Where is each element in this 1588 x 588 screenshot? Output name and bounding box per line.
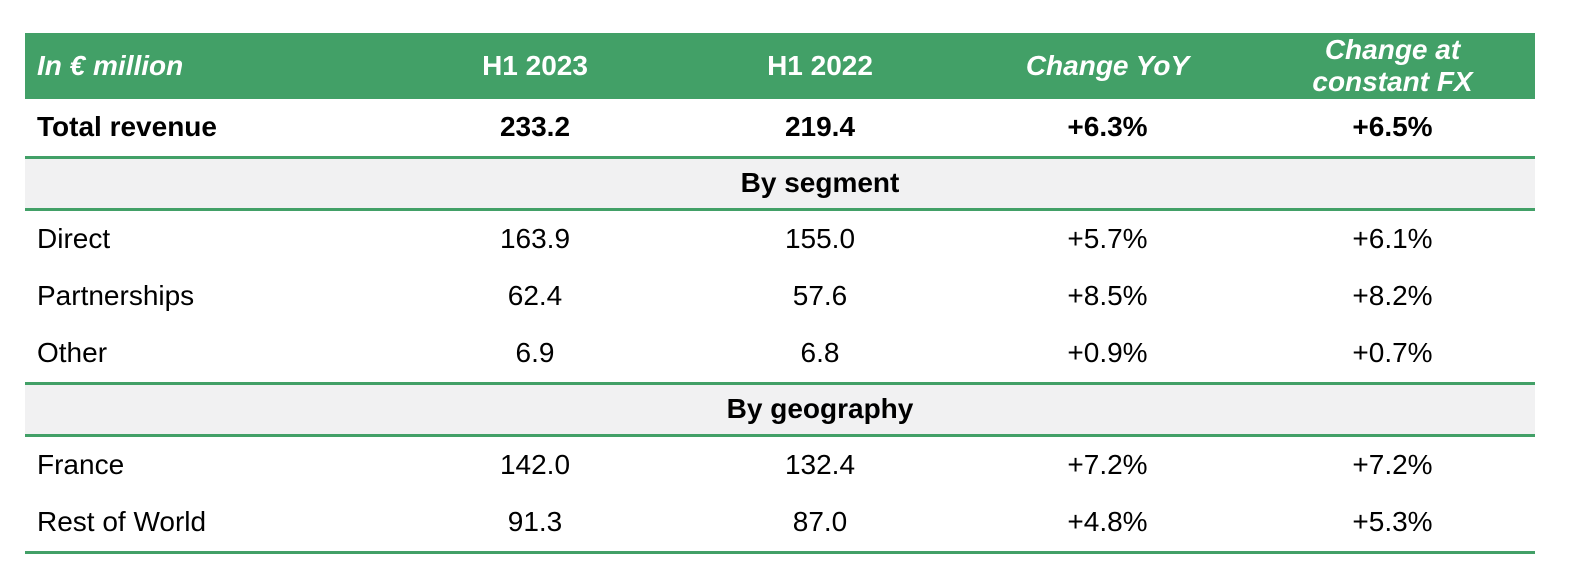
cell-label: Other [37,337,108,369]
cell-h1-2023: 233.2 [499,111,571,143]
cell-h1-2022: 155.0 [784,223,856,255]
cell-h1-2023: 62.4 [507,280,563,312]
cell-change-fx: +0.7% [1352,337,1433,369]
cell-label: Total revenue [37,111,217,143]
cell-h1-2022: 57.6 [792,280,848,312]
cell-h1-2023: 91.3 [507,506,563,538]
cell-label: Rest of World [37,506,207,538]
cell-h1-2022: 132.4 [784,449,856,481]
cell-h1-2022: 87.0 [792,506,848,538]
revenue-table: In € million H1 2023 H1 2022 Change YoY … [25,33,1535,554]
cell-change-yoy: +0.9% [1067,337,1148,369]
cell-change-yoy: +8.5% [1067,280,1148,312]
cell-h1-2022: 219.4 [784,111,856,143]
section-header-by-segment: By segment [25,156,1535,211]
column-header-h1-2022: H1 2022 [767,49,873,81]
cell-change-fx: +6.1% [1352,223,1433,255]
column-header-h1-2023: H1 2023 [482,49,588,81]
cell-change-fx: +6.5% [1352,111,1433,143]
cell-change-yoy: +4.8% [1067,506,1148,538]
cell-h1-2023: 142.0 [499,449,571,481]
section-title: By segment [740,167,900,199]
cell-label: Direct [37,223,111,255]
section-header-by-geography: By geography [25,382,1535,437]
table-row-total-revenue: Total revenue 233.2 219.4 +6.3% +6.5% [25,99,1535,156]
cell-change-fx: +7.2% [1352,449,1433,481]
cell-change-fx: +8.2% [1352,280,1433,312]
table-row-other: Other 6.9 6.8 +0.9% +0.7% [25,325,1535,382]
section-title: By geography [726,393,914,425]
cell-change-fx: +5.3% [1352,506,1433,538]
column-header-change-fx: Change at constant FX [1312,33,1473,97]
cell-label: Partnerships [37,280,195,312]
table-row-direct: Direct 163.9 155.0 +5.7% +6.1% [25,211,1535,268]
table-row-france: France 142.0 132.4 +7.2% +7.2% [25,437,1535,494]
cell-h1-2022: 6.8 [800,337,840,369]
table-header-row: In € million H1 2023 H1 2022 Change YoY … [25,33,1535,99]
table-row-rest-of-world: Rest of World 91.3 87.0 +4.8% +5.3% [25,494,1535,551]
cell-h1-2023: 6.9 [515,337,555,369]
cell-change-yoy: +6.3% [1067,111,1148,143]
table-row-partnerships: Partnerships 62.4 57.6 +8.5% +8.2% [25,268,1535,325]
column-header-change-yoy: Change YoY [1025,49,1190,81]
cell-h1-2023: 163.9 [499,223,571,255]
cell-change-yoy: +7.2% [1067,449,1148,481]
column-header-unit: In € million [37,49,184,81]
cell-label: France [37,449,125,481]
cell-change-yoy: +5.7% [1067,223,1148,255]
